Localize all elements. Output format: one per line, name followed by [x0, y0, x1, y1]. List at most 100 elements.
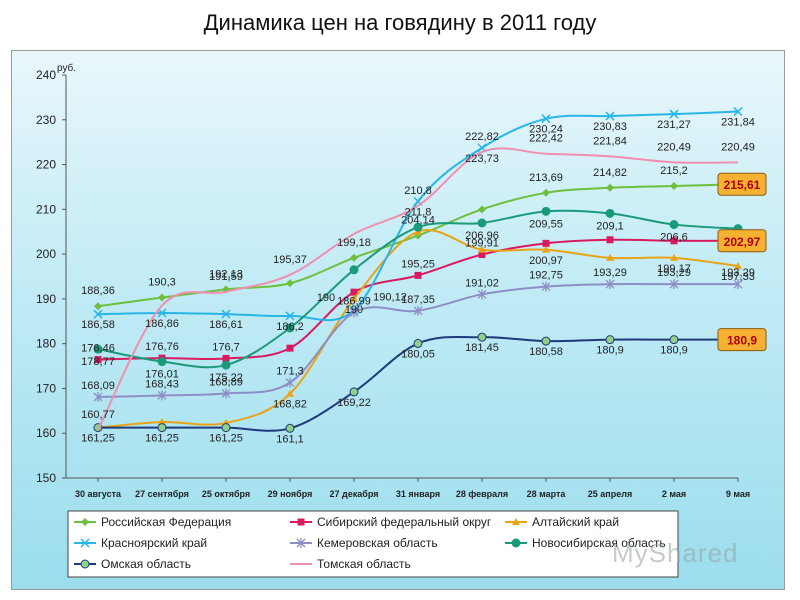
data-label: 161,25: [81, 433, 115, 445]
data-label: 214,82: [593, 167, 627, 179]
data-label: 220,49: [657, 141, 691, 153]
data-point-5: [541, 206, 551, 216]
legend-swatch-marker: [297, 518, 305, 526]
callout-box: [717, 229, 767, 253]
data-point-6: [541, 336, 551, 346]
data-point-0: [478, 205, 486, 214]
x-tick-label: 27 декабря: [330, 489, 379, 499]
data-label: 188,36: [81, 285, 115, 297]
data-point-1: [414, 271, 422, 279]
data-label: 168,09: [81, 380, 115, 392]
data-point-6: [413, 338, 423, 348]
data-point-1: [286, 344, 294, 352]
data-label: 197,33: [721, 271, 755, 283]
data-point-0: [286, 279, 294, 288]
data-point-2: [542, 245, 550, 253]
x-tick-label: 30 августа: [75, 489, 122, 499]
data-point-4: [93, 391, 103, 402]
y-axis-label: руб.: [57, 62, 76, 74]
data-label: 209,1: [596, 220, 624, 232]
data-point-2: [606, 253, 614, 261]
data-label: 186,86: [145, 318, 179, 330]
data-label: 213,69: [529, 172, 563, 184]
legend-swatch-marker: [511, 538, 521, 548]
data-point-6: [605, 335, 615, 345]
y-tick-label: 210: [36, 202, 56, 216]
data-label: 176,7: [212, 341, 240, 353]
data-point-0: [94, 302, 102, 311]
data-label: 199,18: [337, 237, 371, 249]
data-label: 193,29: [721, 267, 755, 279]
legend-item-label: Алтайский край: [532, 515, 619, 529]
data-label: 222,42: [529, 133, 563, 145]
data-label: 160,77: [81, 409, 115, 421]
data-label: 175,22: [209, 372, 243, 384]
data-point-4: [221, 388, 231, 399]
data-point-4: [285, 377, 295, 388]
data-point-5: [221, 360, 231, 370]
data-point-6: [221, 423, 231, 433]
data-label: 176,46: [81, 343, 115, 355]
data-label: 180,9: [660, 345, 688, 357]
data-label: 209,55: [529, 218, 563, 230]
data-point-2: [478, 245, 486, 253]
data-point-4: [477, 289, 487, 300]
data-point-0: [158, 293, 166, 302]
x-tick-label: 28 марта: [527, 489, 567, 499]
series-line-2: [97, 229, 739, 429]
data-point-2: [670, 253, 678, 261]
data-label: 220,49: [721, 141, 755, 153]
data-point-3: [605, 111, 615, 121]
callout-label: 215,61: [724, 178, 761, 192]
x-tick-label: 25 апреля: [588, 489, 632, 499]
data-label: 176,01: [145, 369, 179, 381]
data-point-6: [669, 335, 679, 345]
data-label: 161,25: [145, 433, 179, 445]
y-tick-label: 230: [36, 113, 56, 127]
y-tick-label: 220: [36, 158, 56, 172]
data-label: 230,83: [593, 121, 627, 133]
legend-swatch-marker: [80, 538, 90, 548]
data-label: 230,24: [529, 124, 563, 136]
data-label: 180,58: [529, 346, 563, 358]
data-label: 206,96: [465, 230, 499, 242]
data-point-1: [670, 237, 678, 245]
y-tick-label: 170: [36, 381, 56, 395]
data-point-5: [413, 222, 423, 232]
data-point-4: [413, 305, 423, 316]
callout-box: [717, 172, 767, 196]
x-tick-label: 27 сентября: [135, 489, 189, 499]
y-tick-label: 160: [36, 426, 56, 440]
data-point-3: [541, 114, 551, 124]
watermark-logo: MyShared: [612, 538, 739, 568]
data-label: 169,22: [337, 397, 371, 409]
data-label: 204,14: [401, 215, 435, 227]
data-label: 231,84: [721, 117, 755, 129]
x-tick-label: 29 ноября: [268, 489, 313, 499]
annotation-label: 190: [317, 292, 335, 304]
data-point-2: [734, 262, 742, 270]
data-label: 161,25: [209, 433, 243, 445]
data-label: 161,1: [276, 433, 304, 445]
data-label: 199,91: [465, 238, 499, 250]
y-tick-label: 150: [36, 471, 56, 485]
data-point-3: [733, 107, 743, 117]
data-point-3: [221, 309, 231, 319]
data-label: 215,2: [660, 165, 688, 177]
data-label: 168,89: [209, 376, 243, 388]
data-point-1: [350, 288, 358, 296]
legend-item-label: Красноярский край: [101, 536, 207, 550]
data-label: 186,2: [276, 321, 304, 333]
legend-item-label: Российская Федерация: [101, 515, 231, 529]
data-point-0: [670, 182, 678, 191]
y-tick-label: 200: [36, 247, 56, 261]
data-label: 186,99: [337, 295, 371, 307]
x-tick-label: 25 октября: [202, 489, 250, 499]
x-tick-label: 2 мая: [662, 489, 686, 499]
data-point-5: [157, 357, 167, 367]
legend-swatch-marker: [296, 538, 306, 548]
data-point-5: [285, 323, 295, 333]
data-label: 178,77: [81, 356, 115, 368]
data-label: 195,25: [401, 258, 435, 270]
